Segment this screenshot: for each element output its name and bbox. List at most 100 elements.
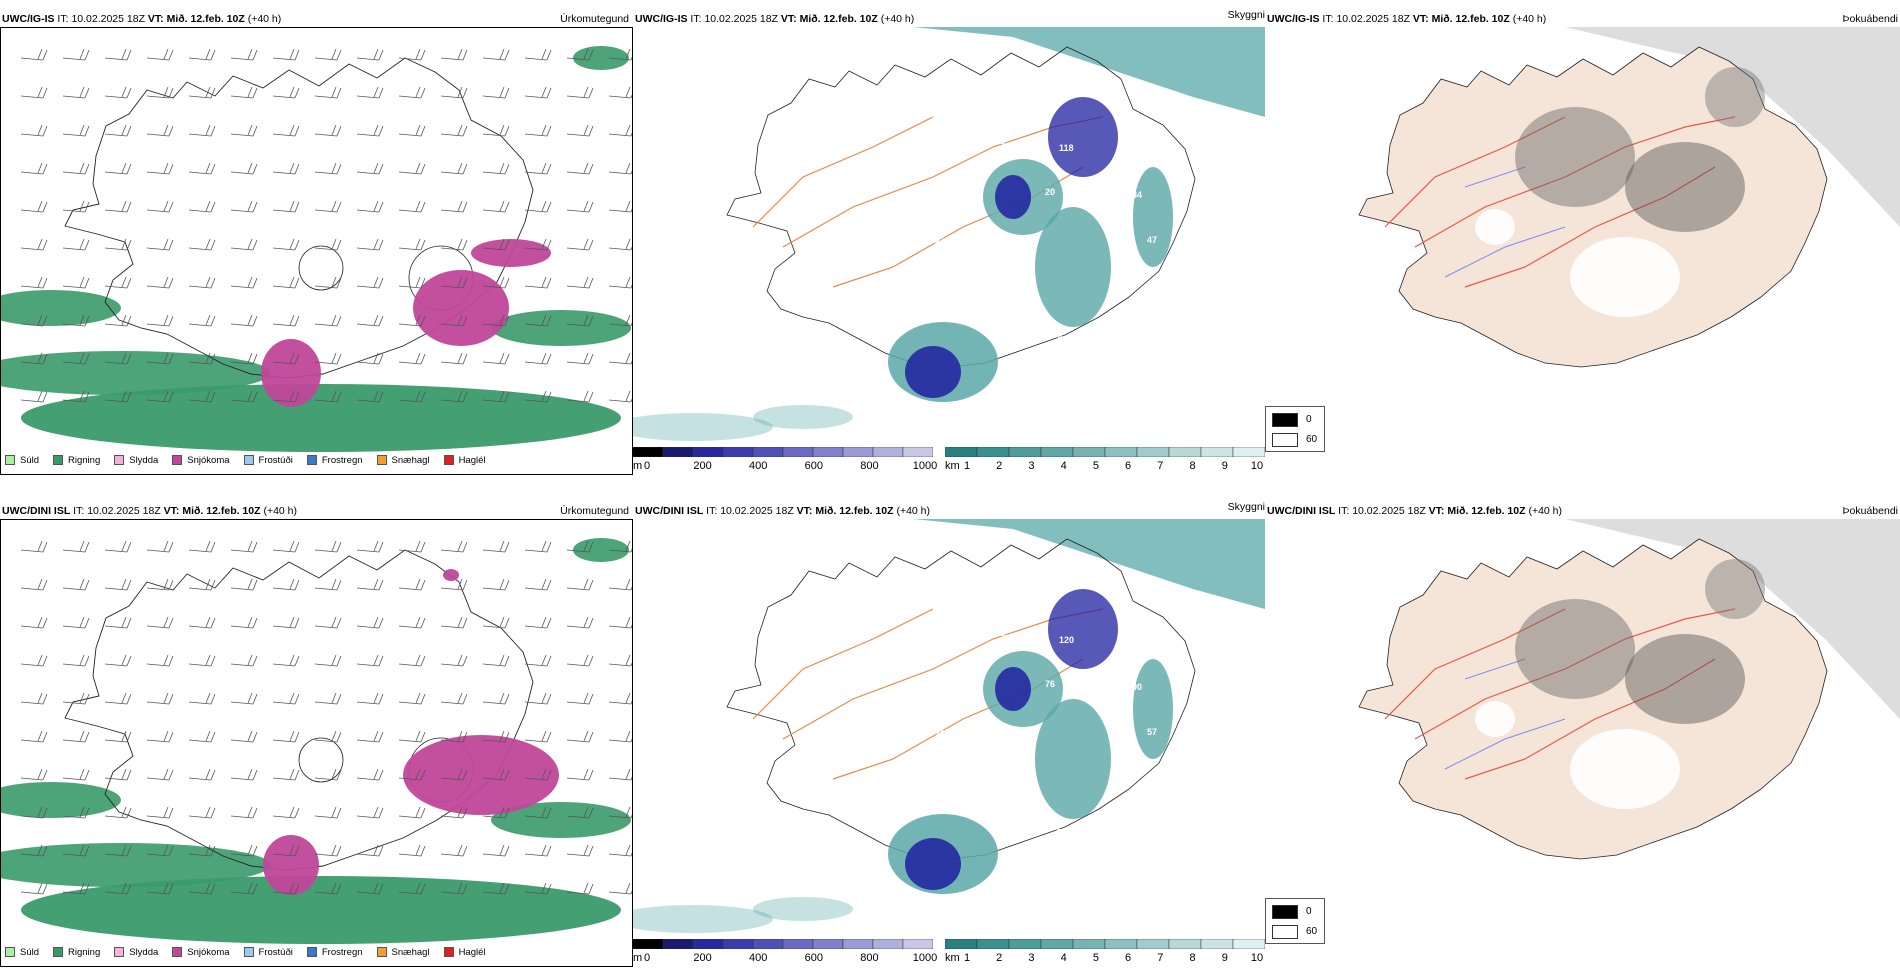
visibility-value-label: 201 bbox=[979, 775, 994, 785]
wind-barb bbox=[524, 882, 552, 895]
wind-barb bbox=[146, 162, 174, 175]
precip-legend-label: Snæhagl bbox=[391, 454, 430, 466]
wind-barb bbox=[20, 806, 48, 819]
wind-barb bbox=[440, 124, 468, 137]
visibility-value-label: 18 bbox=[994, 820, 1004, 830]
precip-legend-swatch bbox=[376, 947, 387, 957]
wind-barb bbox=[524, 730, 552, 743]
lead-time: (+40 h) bbox=[1528, 505, 1563, 517]
precip-map[interactable]: Súld Rigning Slydda Snjókoma Frostúði Frostre… bbox=[0, 27, 633, 475]
visibility-value-label: 2 bbox=[1030, 142, 1035, 152]
wind-barb bbox=[20, 654, 48, 667]
visibility-map[interactable]: 153 144 118 84 84 11 79 106 58 2 90 10 69 98 88 126 19 10… bbox=[633, 27, 1265, 445]
snow-area bbox=[403, 735, 559, 815]
visibility-map[interactable]: 61 88 120 90 75 82 91 71 73 83 188 238 201 82 107 42 229… bbox=[633, 519, 1265, 937]
visibility-value-label: 19 bbox=[1001, 141, 1011, 151]
visibility-value-label: 47 bbox=[1147, 235, 1157, 245]
precip-legend-swatch bbox=[53, 947, 64, 957]
wind-barb bbox=[440, 578, 468, 591]
wind-barb bbox=[104, 48, 132, 61]
wind-barb bbox=[104, 352, 132, 365]
wind-barb bbox=[188, 390, 216, 403]
lead-time: (+40 h) bbox=[247, 13, 282, 25]
ceiling-colorbar-km: km 1 2 3 4 5 6 7 8 9 10 bbox=[945, 447, 1265, 477]
wind-barb bbox=[608, 352, 632, 365]
visibility-value-label: 126 bbox=[928, 94, 943, 104]
wind-barb bbox=[272, 276, 300, 289]
wind-barb bbox=[188, 86, 216, 99]
wind-barb bbox=[398, 692, 426, 705]
road-network bbox=[1384, 608, 1736, 780]
precip-legend-label: Haglél bbox=[458, 454, 486, 466]
wind-barb bbox=[188, 730, 216, 743]
colorbar-tick-label: 400 bbox=[749, 460, 768, 472]
wind-barb bbox=[566, 730, 594, 743]
wind-barb bbox=[608, 238, 632, 251]
wind-barb bbox=[398, 578, 426, 591]
ceiling-colorbar-km-unit: km bbox=[945, 952, 960, 964]
wind-barb bbox=[398, 654, 426, 667]
fog-legend: 0 60 bbox=[1265, 898, 1325, 944]
wind-barb bbox=[146, 352, 174, 365]
visibility-value-label: 77 bbox=[1067, 867, 1077, 877]
it-value: 10.02.2025 18Z bbox=[71, 13, 145, 25]
wind-barb bbox=[356, 390, 384, 403]
visibility-value-label: 82 bbox=[1008, 776, 1018, 786]
wind-barb bbox=[482, 48, 510, 61]
fog-map[interactable] bbox=[1265, 519, 1900, 959]
wind-barb bbox=[440, 48, 468, 61]
wind-barb bbox=[356, 654, 384, 667]
precip-legend-label: Rigning bbox=[68, 454, 101, 466]
glacier-white-area bbox=[1570, 237, 1680, 317]
wind-barb bbox=[398, 276, 426, 289]
wind-barb bbox=[314, 48, 342, 61]
colorbar-segment bbox=[902, 939, 933, 949]
precip-legend-swatch bbox=[114, 947, 125, 957]
wind-barb bbox=[398, 48, 426, 61]
visibility-value-label: 120 bbox=[1059, 635, 1074, 645]
lead-time: (+40 h) bbox=[1512, 13, 1547, 25]
visibility-value-label: 69 bbox=[1023, 329, 1033, 339]
wind-barb bbox=[146, 238, 174, 251]
wind-barb bbox=[440, 882, 468, 895]
vt-label: VT: bbox=[780, 13, 797, 25]
model-name: UWC/DINI ISL bbox=[2, 505, 71, 517]
very-low-visibility-area bbox=[995, 667, 1031, 711]
fog-map[interactable] bbox=[1265, 27, 1900, 467]
visibility-value-label: 69 bbox=[979, 283, 989, 293]
visibility-value-label: 20 bbox=[1045, 187, 1055, 197]
wind-barb bbox=[20, 276, 48, 289]
precip-legend-swatch bbox=[443, 947, 454, 957]
colorbar-tick-label: 7 bbox=[1157, 460, 1164, 472]
wind-barb bbox=[566, 390, 594, 403]
wind-barb bbox=[356, 730, 384, 743]
wind-barb bbox=[272, 238, 300, 251]
it-value: 10.02.2025 18Z bbox=[87, 505, 161, 517]
colorbar-segment bbox=[633, 939, 664, 949]
fog-legend-swatch-60 bbox=[1272, 925, 1298, 939]
glacier-outline bbox=[298, 737, 344, 783]
wind-barb bbox=[398, 540, 426, 553]
ceiling-colorbar-m-unit: m bbox=[633, 952, 643, 964]
wind-barb bbox=[230, 616, 258, 629]
wind-barb bbox=[524, 540, 552, 553]
wind-barb bbox=[608, 48, 632, 61]
wind-barb bbox=[482, 882, 510, 895]
wind-barb bbox=[20, 616, 48, 629]
colorbar-tick-label: 5 bbox=[1092, 460, 1099, 472]
colorbar-tick-label: 0 bbox=[643, 460, 651, 472]
visibility-value-label: 42 bbox=[921, 281, 931, 291]
precip-map[interactable]: Súld Rigning Slydda Snjókoma Frostúði Frostre… bbox=[0, 519, 633, 967]
low-visibility-area bbox=[1133, 659, 1173, 759]
visibility-value-label: 11 bbox=[1008, 284, 1018, 294]
visibility-value-label: 10 bbox=[1118, 726, 1128, 736]
wind-barb bbox=[566, 352, 594, 365]
wind-barb bbox=[314, 768, 342, 781]
precip-map-svg bbox=[1, 46, 632, 452]
snow-area bbox=[471, 239, 551, 267]
wind-barb bbox=[482, 616, 510, 629]
wind-barb bbox=[398, 86, 426, 99]
wind-barb bbox=[524, 844, 552, 857]
wind-barb bbox=[566, 238, 594, 251]
precip-legend-item: Súld bbox=[5, 455, 39, 466]
